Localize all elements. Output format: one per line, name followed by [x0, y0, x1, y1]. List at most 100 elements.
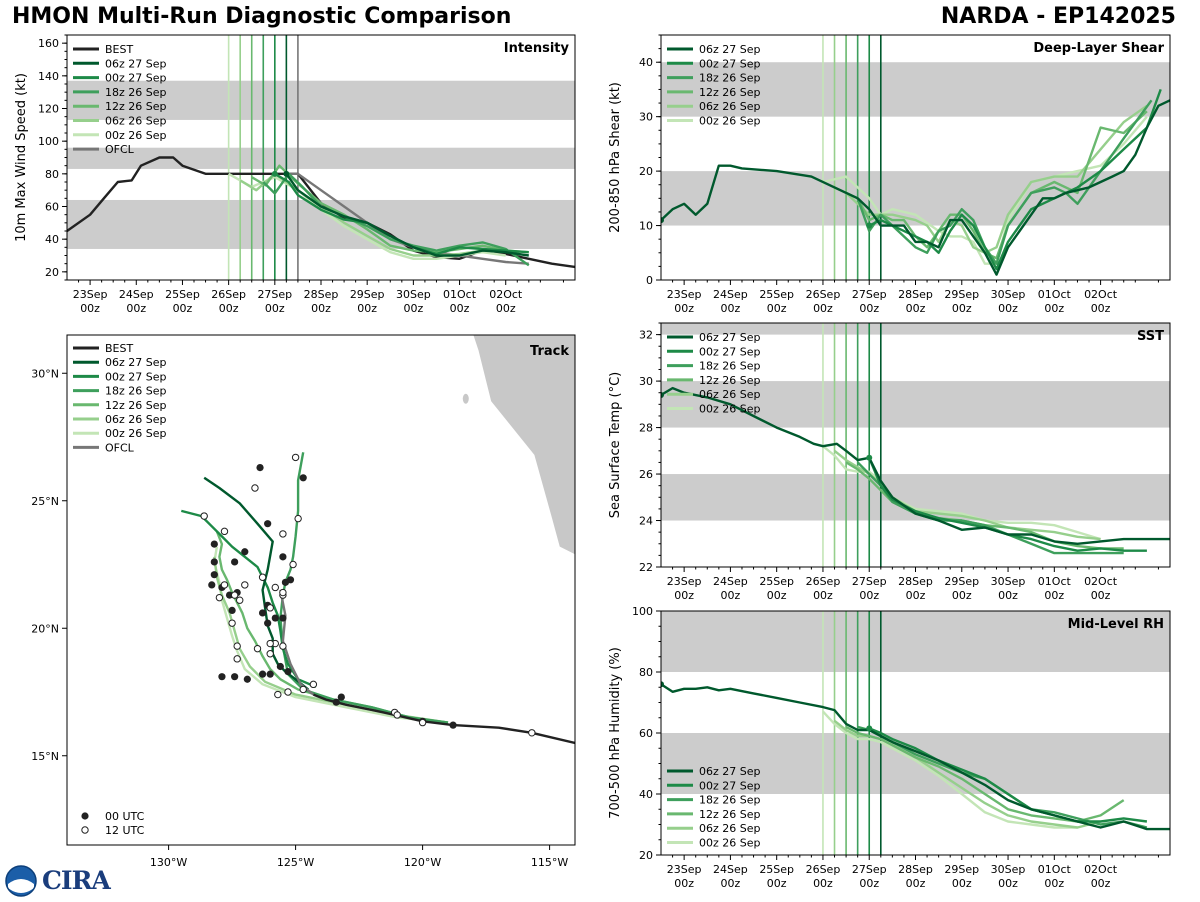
- x-tick-sublabel: 00z: [1091, 877, 1111, 890]
- x-tick-sublabel: 00z: [80, 302, 100, 315]
- x-tick-sublabel: 00z: [1044, 589, 1064, 602]
- track-marker-12utc: [266, 650, 274, 658]
- track-marker-00utc: [210, 558, 218, 566]
- track-marker-12utc: [251, 484, 259, 492]
- track-marker-00utc: [218, 673, 226, 681]
- x-tick-sublabel: 00z: [450, 302, 470, 315]
- legend-label: BEST: [105, 342, 133, 355]
- track-marker-00utc: [231, 673, 239, 681]
- track-marker-12utc: [230, 591, 239, 599]
- x-tick-sublabel: 00z: [674, 589, 694, 602]
- x-tick-sublabel: 00z: [906, 589, 926, 602]
- track-marker-12utc: [233, 642, 241, 650]
- x-tick-label: 02Oct: [1084, 575, 1118, 588]
- x-tick-sublabel: 00z: [265, 302, 285, 315]
- series-line: [822, 445, 1101, 541]
- legend-label: 00z 27 Sep: [699, 779, 761, 792]
- track-marker-00utc: [279, 553, 287, 561]
- cira-logo: CIRA: [4, 864, 112, 898]
- x-tick-label: 28Sep: [898, 863, 933, 876]
- legend-label: 12z 26 Sep: [699, 86, 761, 99]
- y-tick-label: 26: [639, 468, 653, 481]
- x-tick-label: 24Sep: [713, 575, 748, 588]
- track-marker-00utc: [284, 668, 292, 676]
- x-tick-label: 30Sep: [991, 575, 1026, 588]
- track-marker-12utc: [200, 512, 208, 520]
- y-tick-label: 140: [38, 70, 59, 83]
- x-tick-label: 26Sep: [806, 863, 841, 876]
- legend-label: OFCL: [105, 441, 135, 454]
- track-marker-12utc: [309, 680, 318, 689]
- x-tick-label: 30Sep: [991, 288, 1026, 301]
- plot-area: [661, 35, 1170, 280]
- track-marker-00utc: [276, 662, 284, 671]
- y-tick-label: 40: [45, 233, 59, 246]
- x-tick-label: 25Sep: [165, 288, 200, 301]
- y-tick-label: 20: [45, 266, 59, 279]
- ofcl-track-line: [279, 589, 315, 696]
- y-tick-label: 120: [38, 103, 59, 116]
- track-marker-12utc: [266, 639, 274, 648]
- track-marker-00utc: [258, 670, 267, 678]
- panel-title: Mid-Level RH: [1068, 617, 1164, 632]
- panel-shear: 01020304023Sep00z24Sep00z25Sep00z26Sep00…: [608, 34, 1171, 315]
- track-marker-12utc: [258, 573, 267, 581]
- x-tick-label: 28Sep: [898, 575, 933, 588]
- track-marker-00utc: [258, 609, 267, 617]
- track-marker-12utc: [393, 711, 401, 719]
- y-tick-label: 60: [639, 727, 653, 740]
- shade-band: [661, 733, 1170, 794]
- legend-label: 12z 26 Sep: [699, 374, 761, 387]
- y-tick-label: 60: [45, 201, 59, 214]
- y-tick-label: 160: [38, 37, 59, 50]
- y-tick-label: 28: [639, 422, 653, 435]
- y-axis-label: Sea Surface Temp (°C): [608, 372, 623, 519]
- series-line: [833, 719, 1101, 829]
- track-marker-12utc: [528, 729, 536, 737]
- series-line: [868, 727, 1148, 823]
- init-marker: [866, 725, 873, 732]
- x-tick-label: 27Sep: [852, 575, 887, 588]
- init-marker: [661, 217, 664, 224]
- track-line: [279, 452, 449, 724]
- init-marker: [866, 222, 873, 229]
- y-tick-label: 80: [45, 168, 59, 181]
- x-tick-label: 23Sep: [667, 863, 702, 876]
- x-tick-label: 30Sep: [991, 863, 1026, 876]
- storm-id: NARDA - EP142025: [940, 4, 1176, 29]
- legend-label: 06z 27 Sep: [699, 765, 761, 778]
- series-line: [262, 172, 530, 267]
- x-tick-sublabel: 00z: [496, 302, 516, 315]
- legend-label: 00z 27 Sep: [105, 370, 167, 383]
- track-marker-00utc: [332, 698, 340, 706]
- x-tick-sublabel: 00z: [813, 302, 833, 315]
- x-tick-label: 27Sep: [852, 863, 887, 876]
- y-tick-label: 10: [639, 220, 653, 233]
- x-tick-label: 02Oct: [489, 288, 523, 301]
- track-marker-12utc: [228, 619, 236, 627]
- legend-label: 06z 27 Sep: [105, 356, 167, 369]
- track-marker-00utc: [449, 721, 457, 729]
- x-tick-sublabel: 00z: [998, 302, 1018, 315]
- legend-label: 00z 26 Sep: [699, 115, 761, 128]
- track-marker-00utc: [243, 675, 251, 683]
- legend-label: 12 UTC: [105, 824, 145, 837]
- x-tick-sublabel: 00z: [173, 302, 193, 315]
- x-tick-label: 01Oct: [1038, 575, 1072, 588]
- track-marker-00utc: [231, 558, 239, 566]
- track-marker-12utc: [284, 688, 292, 696]
- x-tick-sublabel: 00z: [1044, 877, 1064, 890]
- x-tick-label: 130°W: [150, 856, 187, 869]
- x-tick-sublabel: 00z: [721, 302, 741, 315]
- x-tick-label: 29Sep: [350, 288, 385, 301]
- y-tick-label: 32: [639, 329, 653, 342]
- track-marker-12utc: [266, 604, 274, 612]
- track-marker-00utc: [299, 474, 307, 482]
- cira-logo-text: CIRA: [42, 866, 111, 895]
- island: [462, 393, 469, 404]
- x-tick-sublabel: 00z: [906, 302, 926, 315]
- legend-label: 18z 26 Sep: [699, 72, 761, 85]
- y-tick-label: 20: [639, 165, 653, 178]
- x-tick-sublabel: 00z: [767, 589, 787, 602]
